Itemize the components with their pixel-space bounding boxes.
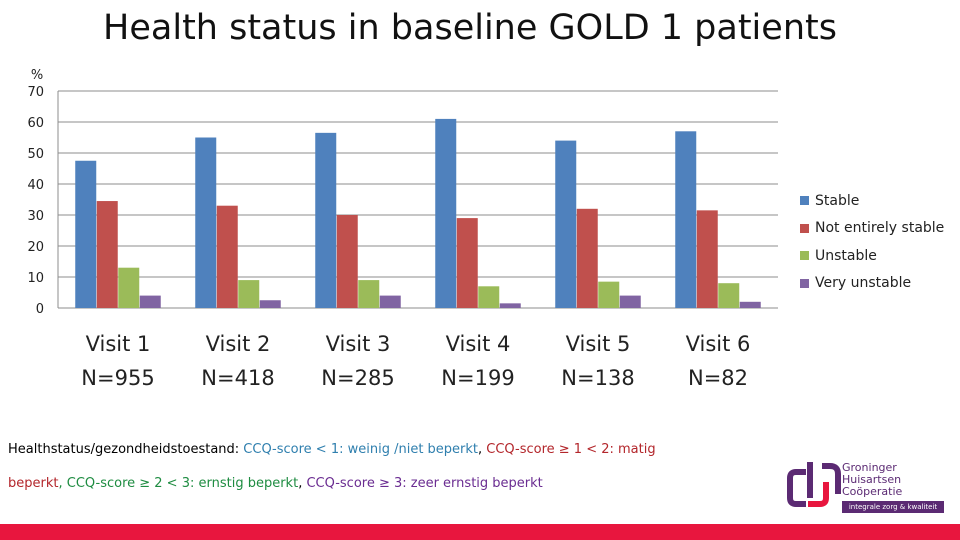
x-tick-label: N=138 <box>561 366 634 390</box>
chart-legend: Stable Not entirely stable Unstable Very un… <box>800 187 960 297</box>
note-segment: Healthstatus/gezondheidstoestand: <box>8 442 244 457</box>
y-tick-label: 60 <box>27 116 44 131</box>
bar <box>118 267 140 308</box>
note-segment: , <box>478 442 487 457</box>
ghc-logo-line: Groninger <box>842 461 897 474</box>
x-tick-label: Visit 4 <box>446 332 511 356</box>
bar <box>216 205 238 308</box>
x-tick-label: Visit 3 <box>326 332 391 356</box>
x-tick-label: Visit 6 <box>686 332 751 356</box>
note-segment: CCQ-score ≥ 3: zeer ernstig beperkt <box>306 476 543 491</box>
legend-item: Unstable <box>800 242 960 270</box>
ghc-logo-line: Huisartsen <box>842 473 902 486</box>
note-segment: CCQ-score < 1: weinig /niet beperkt <box>243 442 479 457</box>
legend-label: Unstable <box>815 247 877 264</box>
bar <box>478 286 500 308</box>
bar <box>619 295 641 308</box>
bar <box>139 295 161 308</box>
x-tick-label: Visit 1 <box>86 332 151 356</box>
note-segment: beperkt <box>8 476 59 491</box>
legend-item: Stable <box>800 187 960 215</box>
x-tick-label: Visit 2 <box>206 332 271 356</box>
note-segment: , CCQ-score ≥ 2 < 3: ernstig beperkt <box>58 476 299 491</box>
y-tick-label: 50 <box>27 147 44 162</box>
bar <box>555 140 577 308</box>
ghc-logo-text: Groninger Huisartsen Coöperatie <box>842 462 902 498</box>
x-tick-label: N=418 <box>201 366 274 390</box>
bar <box>435 118 457 309</box>
x-tick-label: N=285 <box>321 366 394 390</box>
bar <box>238 280 260 308</box>
note-segment: , <box>298 476 307 491</box>
x-tick-label: N=199 <box>441 366 514 390</box>
bar <box>576 208 598 308</box>
bar <box>456 218 478 308</box>
ghc-logo-mark-icon <box>787 462 841 507</box>
ccq-note-line-2: beperkt, CCQ-score ≥ 2 < 3: ernstig bepe… <box>8 467 768 501</box>
legend-swatch <box>800 278 809 288</box>
bar <box>718 283 740 308</box>
legend-label: Very unstable <box>815 275 912 292</box>
bar <box>696 210 718 308</box>
y-tick-label: 0 <box>36 302 44 317</box>
x-tick-label: N=82 <box>688 366 748 390</box>
bar <box>75 160 97 308</box>
legend-label: Not entirely stable <box>815 220 945 237</box>
y-tick-label: 30 <box>27 209 44 224</box>
ghc-logo-tagline: integrale zorg & kwaliteit <box>842 501 944 513</box>
chart-title: Health status in baseline GOLD 1 patient… <box>103 8 837 48</box>
x-tick-label: Visit 5 <box>566 332 631 356</box>
accent-bar <box>0 524 960 540</box>
bar <box>96 201 118 308</box>
bar <box>315 132 337 308</box>
ccq-notes: Healthstatus/gezondheidstoestand: CCQ-sc… <box>8 433 768 501</box>
x-tick-label: N=955 <box>81 366 154 390</box>
bar <box>336 215 358 308</box>
ghc-logo: Groninger Huisartsen Coöperatie integral… <box>786 458 956 514</box>
bar <box>675 131 697 308</box>
bar <box>379 295 401 308</box>
bar <box>739 301 761 308</box>
ccq-note-line-1: Healthstatus/gezondheidstoestand: CCQ-sc… <box>8 433 768 467</box>
note-segment: CCQ-score ≥ 1 < 2: matig <box>486 442 656 457</box>
bar <box>259 300 281 308</box>
legend-swatch <box>800 223 809 233</box>
bar <box>195 137 217 308</box>
ghc-logo-line: Coöperatie <box>842 485 903 498</box>
bar <box>499 303 521 308</box>
legend-item: Not entirely stable <box>800 215 960 243</box>
legend-label: Stable <box>815 192 860 209</box>
y-tick-label: 20 <box>27 240 44 255</box>
legend-item: Very unstable <box>800 270 960 298</box>
y-axis-label: % <box>31 68 43 83</box>
legend-swatch <box>800 251 809 261</box>
legend-swatch <box>800 196 809 206</box>
y-tick-label: 70 <box>27 85 44 100</box>
bar <box>598 281 620 308</box>
bar <box>358 280 380 308</box>
bar-chart: 0 10 20 30 40 50 60 70% Visit 1 N=955 Visit 2 N=418… <box>27 68 778 390</box>
y-tick-label: 40 <box>27 178 44 193</box>
y-tick-label: 10 <box>27 271 44 286</box>
